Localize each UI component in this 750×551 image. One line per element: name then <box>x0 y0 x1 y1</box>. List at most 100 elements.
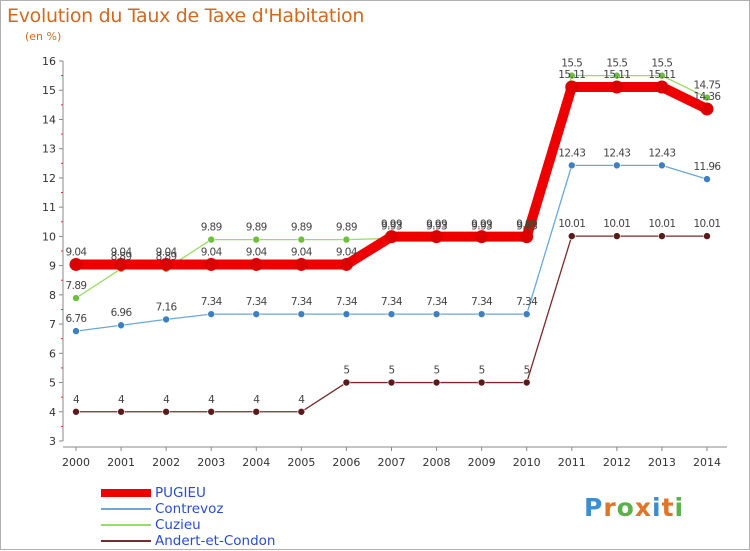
logo-letter: x <box>634 493 652 522</box>
data-point <box>72 407 80 416</box>
proxiti-logo: Proxiti <box>584 493 684 522</box>
data-point <box>249 257 263 271</box>
data-label: 9.89 <box>336 222 357 234</box>
x-tick-label: 2012 <box>603 456 631 469</box>
data-label: 10.01 <box>558 218 585 230</box>
x-tick-label: 2006 <box>332 456 360 469</box>
chart-title: Evolution du Taux de Taxe d'Habitation <box>7 5 365 27</box>
data-label: 9.99 <box>426 219 447 231</box>
data-point <box>432 378 441 387</box>
data-label: 9.99 <box>381 219 402 231</box>
data-label: 12.43 <box>603 147 630 159</box>
data-label: 10.01 <box>603 218 630 230</box>
data-point <box>114 257 128 271</box>
x-tick-label: 2001 <box>107 456 135 469</box>
data-point <box>567 161 576 170</box>
data-label: 15.5 <box>606 58 627 70</box>
y-tick-label: 6 <box>49 347 56 360</box>
data-label: 9.99 <box>471 219 492 231</box>
data-point <box>294 257 308 271</box>
data-point <box>565 80 579 94</box>
data-label: 7.34 <box>426 296 448 308</box>
y-tick-label: 14 <box>42 113 56 126</box>
data-label: 4 <box>298 394 305 406</box>
data-label: 10.01 <box>648 218 675 230</box>
y-tick-label: 13 <box>42 143 56 156</box>
data-point <box>432 310 441 318</box>
data-point <box>117 321 125 330</box>
data-point <box>204 257 218 271</box>
data-label: 5 <box>434 365 440 377</box>
y-tick-label: 15 <box>42 84 56 97</box>
data-label: 6.76 <box>66 313 88 325</box>
data-label: 7.89 <box>66 280 87 292</box>
data-point <box>342 310 351 318</box>
x-tick-label: 2009 <box>468 456 496 469</box>
data-label: 14.75 <box>693 80 720 92</box>
y-tick-label: 12 <box>42 172 56 185</box>
data-label: 9.89 <box>201 222 222 234</box>
data-label: 7.34 <box>336 296 358 308</box>
legend-swatch <box>101 524 151 526</box>
y-tick-label: 5 <box>49 377 56 390</box>
data-point <box>655 80 669 94</box>
data-point <box>387 310 396 318</box>
legend-swatch <box>101 540 151 542</box>
x-tick-label: 2014 <box>693 456 721 469</box>
data-label: 4 <box>118 394 125 406</box>
data-label: 8.89 <box>111 251 132 263</box>
data-point <box>703 93 711 102</box>
data-label: 9.04 <box>246 246 268 258</box>
data-label: 9.04 <box>156 246 178 258</box>
data-point <box>522 310 531 318</box>
data-point <box>252 310 261 318</box>
data-point <box>475 230 489 244</box>
data-point <box>658 232 666 240</box>
x-tick-label: 2013 <box>648 456 676 469</box>
data-point <box>297 407 306 416</box>
data-label: 9.04 <box>111 246 133 258</box>
data-point <box>297 310 306 318</box>
y-tick-label: 16 <box>42 55 56 68</box>
data-label: 15.5 <box>561 58 582 70</box>
data-label: 10.01 <box>693 218 720 230</box>
data-label: 9.89 <box>246 222 267 234</box>
data-point <box>159 257 173 271</box>
data-point <box>117 407 125 416</box>
data-point <box>567 71 576 80</box>
data-label: 9.04 <box>66 246 88 258</box>
data-point <box>252 407 261 416</box>
data-point <box>162 315 170 324</box>
data-point <box>567 232 576 240</box>
data-point <box>297 235 306 244</box>
legend-label: Andert-et-Condon <box>155 533 276 549</box>
data-label: 15.5 <box>651 58 672 70</box>
data-point <box>520 230 534 244</box>
legend-swatch <box>101 508 151 510</box>
y-tick-label: 10 <box>42 230 56 243</box>
data-label: 7.34 <box>246 296 268 308</box>
data-point <box>613 232 621 240</box>
y-tick-label: 3 <box>49 435 56 448</box>
data-label: 15.11 <box>648 69 675 81</box>
logo-letter: P <box>584 493 604 522</box>
data-point <box>703 175 711 183</box>
logo-letter: r <box>603 493 617 522</box>
logo-letter: i <box>674 493 685 522</box>
x-tick-label: 2007 <box>377 456 405 469</box>
data-point <box>477 378 486 387</box>
data-label: 9.04 <box>336 246 358 258</box>
data-label: 7.34 <box>291 296 313 308</box>
data-label: 7.34 <box>201 296 223 308</box>
legend-swatch <box>101 489 151 497</box>
data-point <box>477 310 486 318</box>
data-label: 5 <box>524 365 530 377</box>
x-tick-label: 2003 <box>197 456 225 469</box>
data-point <box>72 294 80 302</box>
data-point <box>207 407 216 416</box>
x-tick-label: 2010 <box>513 456 541 469</box>
data-point <box>700 102 714 116</box>
logo-letter: o <box>616 493 635 522</box>
data-point <box>69 257 83 271</box>
